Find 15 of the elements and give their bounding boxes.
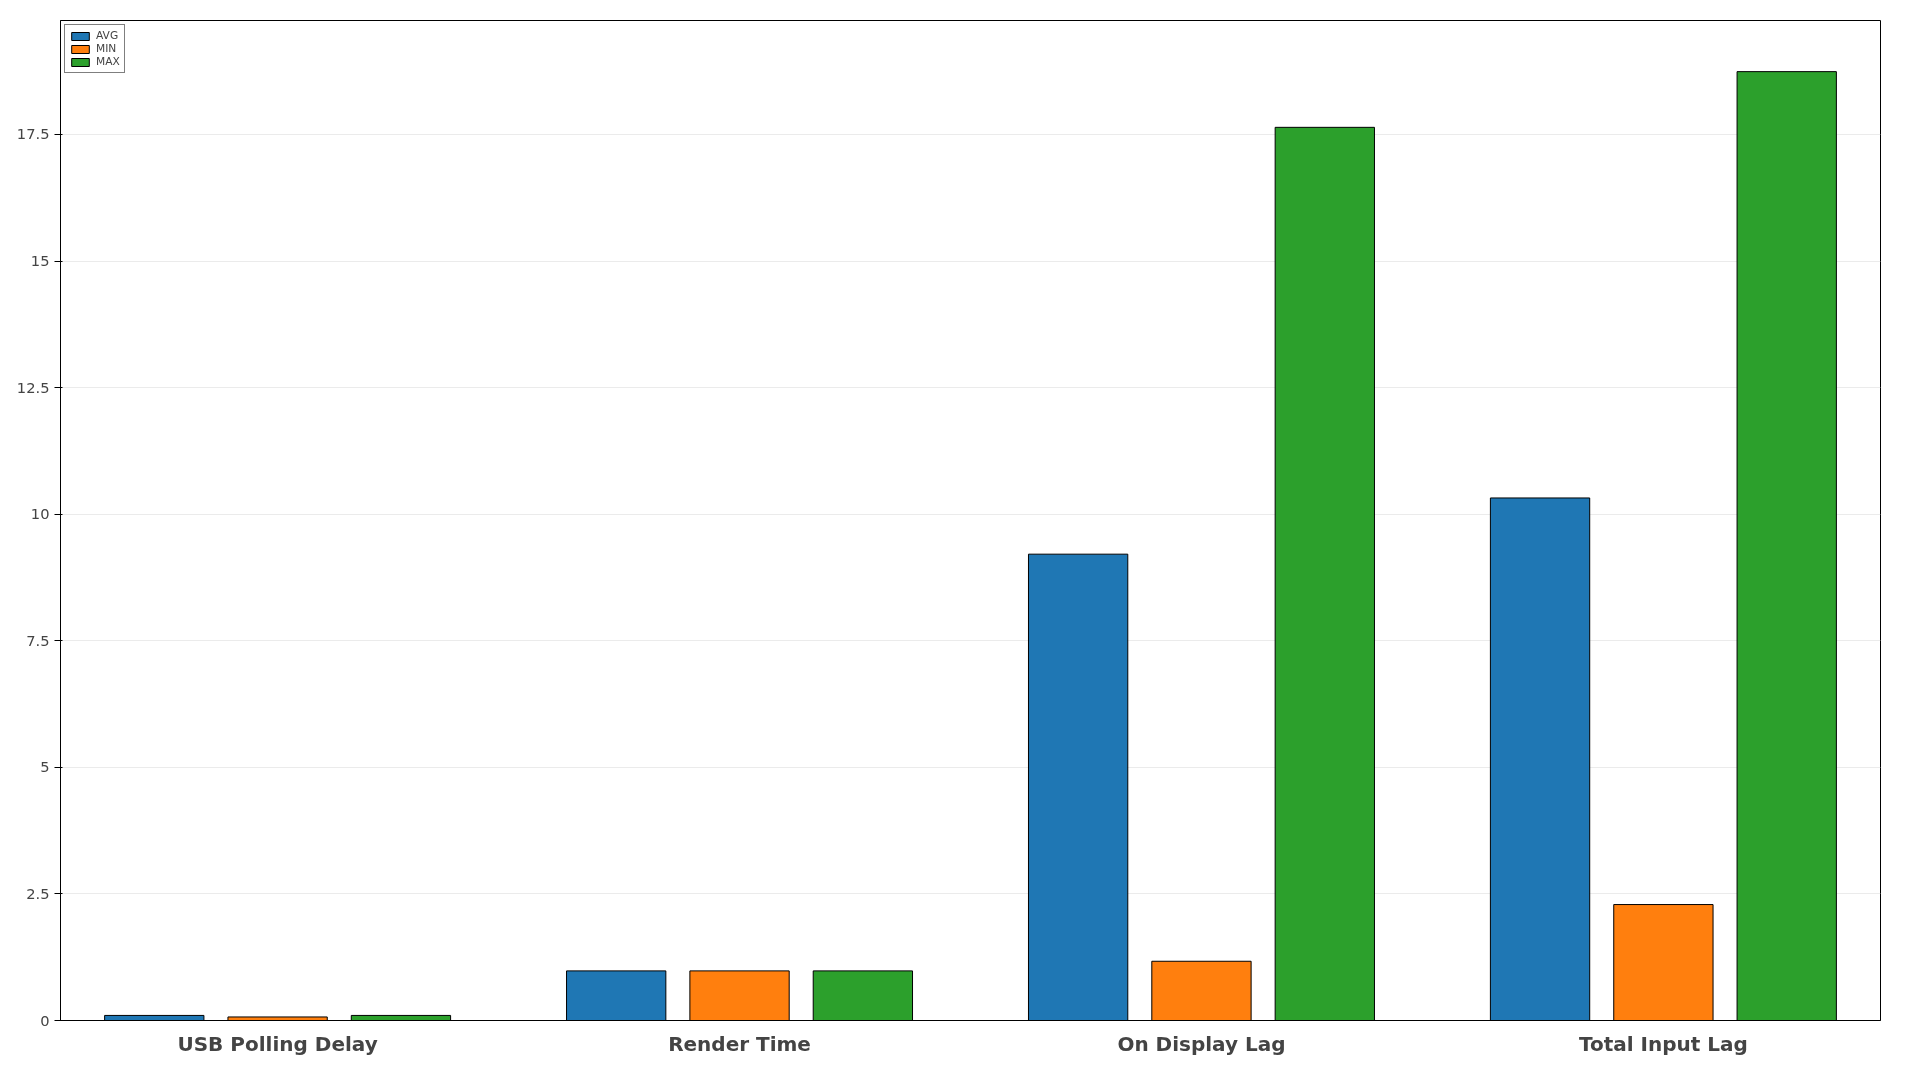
y-tick-label: 7.5 (26, 631, 50, 649)
legend-label: MAX (96, 55, 120, 68)
y-tick-label: 15 (30, 252, 50, 270)
x-tick-label: On Display Lag (1117, 1031, 1286, 1056)
y-tick-label: 2.5 (26, 884, 50, 902)
y-tick-label: 10 (30, 505, 50, 523)
x-tick-label: Render Time (668, 1031, 811, 1056)
legend-label: MIN (96, 42, 117, 55)
y-tick-label: 12.5 (16, 378, 50, 396)
x-tick-label: USB Polling Delay (177, 1031, 378, 1056)
y-tick-label: 5 (40, 758, 50, 776)
y-tick-label: 0 (40, 1011, 50, 1029)
y-tick-label: 17.5 (16, 125, 50, 143)
x-tick-label: Total Input Lag (1578, 1031, 1748, 1056)
legend-label: AVG (96, 29, 119, 42)
